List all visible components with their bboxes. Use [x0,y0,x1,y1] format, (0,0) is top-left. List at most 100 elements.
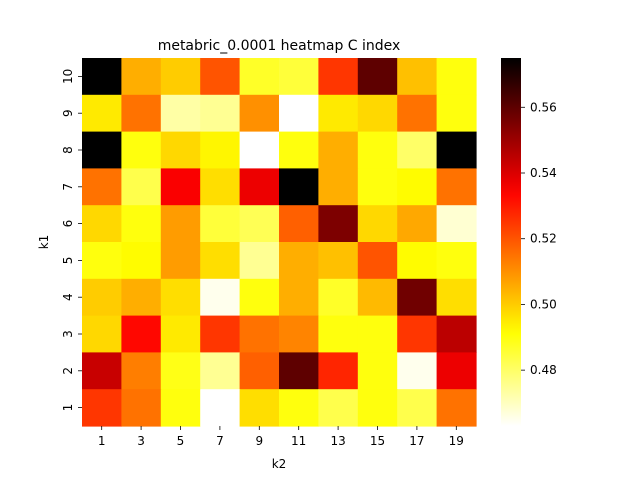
x-axis: 1 3 5 7 9 11 13 15 17 19 [98,426,464,448]
y-tick-label: 4 [61,293,75,301]
heatmap-cell-k1-1-k2-17 [397,389,438,427]
y-tick-label: 3 [61,330,75,338]
heatmap-cell-k1-8-k2-9 [239,131,280,169]
heatmap-cell-k1-7-k2-17 [397,168,438,206]
heatmap-cell-k1-9-k2-15 [357,94,398,133]
y-tick-label: 2 [61,367,75,375]
heatmap-cell-k1-1-k2-5 [160,389,201,427]
heatmap-cell-k1-10-k2-1 [82,58,122,96]
heatmap-cell-k1-5-k2-5 [160,242,201,280]
heatmap-cell-k1-1-k2-19 [436,389,477,427]
heatmap-cell-k1-8-k2-13 [318,131,359,169]
heatmap-cell-k1-4-k2-15 [357,278,398,317]
heatmap-cell-k1-2-k2-9 [239,352,280,390]
heatmap-cell-k1-7-k2-5 [160,168,201,206]
heatmap-cell-k1-4-k2-5 [160,278,201,317]
heatmap-cell-k1-3-k2-5 [160,315,201,353]
colorbar: 0.48 0.50 0.52 0.54 0.56 [501,58,557,426]
heatmap-cell-k1-5-k2-1 [82,242,122,280]
heatmap-cell-k1-10-k2-7 [200,58,241,96]
heatmap-cell-k1-5-k2-17 [397,242,438,280]
x-tick-label: 3 [137,434,145,448]
heatmap-cell-k1-10-k2-3 [121,58,162,96]
y-tick-label: 6 [61,220,75,228]
heatmap-cell-k1-4-k2-11 [279,278,319,317]
heatmap-cell-k1-3-k2-13 [318,315,359,353]
heatmap-cell-k1-5-k2-11 [279,242,319,280]
heatmap-cell-k1-3-k2-17 [397,315,438,353]
heatmap-cell-k1-9-k2-3 [121,94,162,133]
y-tick-label: 5 [61,257,75,265]
colorbar-tick-label: 0.56 [530,100,557,114]
heatmap-cell-k1-3-k2-7 [200,315,241,353]
colorbar-ticks: 0.48 0.50 0.52 0.54 0.56 [521,100,557,377]
heatmap-cell-k1-8-k2-11 [279,131,319,169]
heatmap-cell-k1-6-k2-17 [397,205,438,243]
heatmap-cell-k1-4-k2-3 [121,278,162,317]
heatmap-cell-k1-2-k2-3 [121,352,162,390]
heatmap-cell-k1-9-k2-9 [239,94,280,133]
heatmap-cell-k1-6-k2-3 [121,205,162,243]
heatmap-cell-k1-1-k2-9 [239,389,280,427]
heatmap-cell-k1-6-k2-11 [279,205,319,243]
heatmap-cell-k1-2-k2-13 [318,352,359,390]
heatmap-cell-k1-10-k2-15 [357,58,398,96]
heatmap-cell-k1-7-k2-15 [357,168,398,206]
heatmap-cell-k1-2-k2-15 [357,352,398,390]
x-tick-label: 17 [409,434,424,448]
heatmap-cell-k1-8-k2-19 [436,131,477,169]
heatmap-cell-k1-9-k2-5 [160,94,201,133]
x-tick-label: 1 [98,434,106,448]
heatmap-cell-k1-7-k2-11 [279,168,319,206]
heatmap-cell-k1-10-k2-19 [436,58,477,96]
heatmap-cell-k1-6-k2-15 [357,205,398,243]
heatmap-cell-k1-4-k2-19 [436,278,477,317]
heatmap-cell-k1-7-k2-7 [200,168,241,206]
heatmap-cell-k1-4-k2-17 [397,278,438,317]
heatmap-cell-k1-6-k2-5 [160,205,201,243]
x-tick-label: 19 [449,434,464,448]
heatmap-cell-k1-4-k2-1 [82,278,122,317]
heatmap-cell-k1-3-k2-3 [121,315,162,353]
heatmap-cells [82,58,477,427]
heatmap-cell-k1-2-k2-7 [200,352,241,390]
heatmap-cell-k1-1-k2-3 [121,389,162,427]
heatmap-cell-k1-5-k2-15 [357,242,398,280]
heatmap-cell-k1-5-k2-13 [318,242,359,280]
heatmap-cell-k1-4-k2-13 [318,278,359,317]
x-tick-label: 11 [291,434,306,448]
heatmap-cell-k1-9-k2-11 [279,94,319,133]
heatmap-cell-k1-8-k2-1 [82,131,122,169]
heatmap-cell-k1-8-k2-7 [200,131,241,169]
heatmap-cell-k1-7-k2-19 [436,168,477,206]
heatmap-cell-k1-4-k2-9 [239,278,280,317]
heatmap-cell-k1-2-k2-5 [160,352,201,390]
heatmap-cell-k1-5-k2-7 [200,242,241,280]
heatmap-cell-k1-1-k2-15 [357,389,398,427]
y-tick-label: 1 [61,404,75,412]
heatmap-cell-k1-6-k2-7 [200,205,241,243]
heatmap-cell-k1-7-k2-1 [82,168,122,206]
heatmap-cell-k1-8-k2-15 [357,131,398,169]
chart-title: metabric_0.0001 heatmap C index [158,38,401,54]
heatmap-cell-k1-5-k2-3 [121,242,162,280]
heatmap-cell-k1-4-k2-7 [200,278,241,317]
heatmap-cell-k1-7-k2-3 [121,168,162,206]
heatmap-cell-k1-8-k2-3 [121,131,162,169]
heatmap-cell-k1-2-k2-17 [397,352,438,390]
x-tick-label: 5 [177,434,185,448]
y-tick-label: 9 [61,109,75,117]
heatmap-cell-k1-8-k2-5 [160,131,201,169]
heatmap-cell-k1-3-k2-19 [436,315,477,353]
y-axis-label: k1 [37,235,51,250]
heatmap-cell-k1-9-k2-17 [397,94,438,133]
heatmap-cell-k1-10-k2-5 [160,58,201,96]
heatmap-cell-k1-10-k2-9 [239,58,280,96]
heatmap-cell-k1-3-k2-11 [279,315,319,353]
colorbar-gradient [501,58,521,426]
heatmap-cell-k1-3-k2-1 [82,315,122,353]
heatmap-cell-k1-3-k2-15 [357,315,398,353]
heatmap-cell-k1-1-k2-7 [200,389,241,427]
heatmap-cell-k1-7-k2-9 [239,168,280,206]
